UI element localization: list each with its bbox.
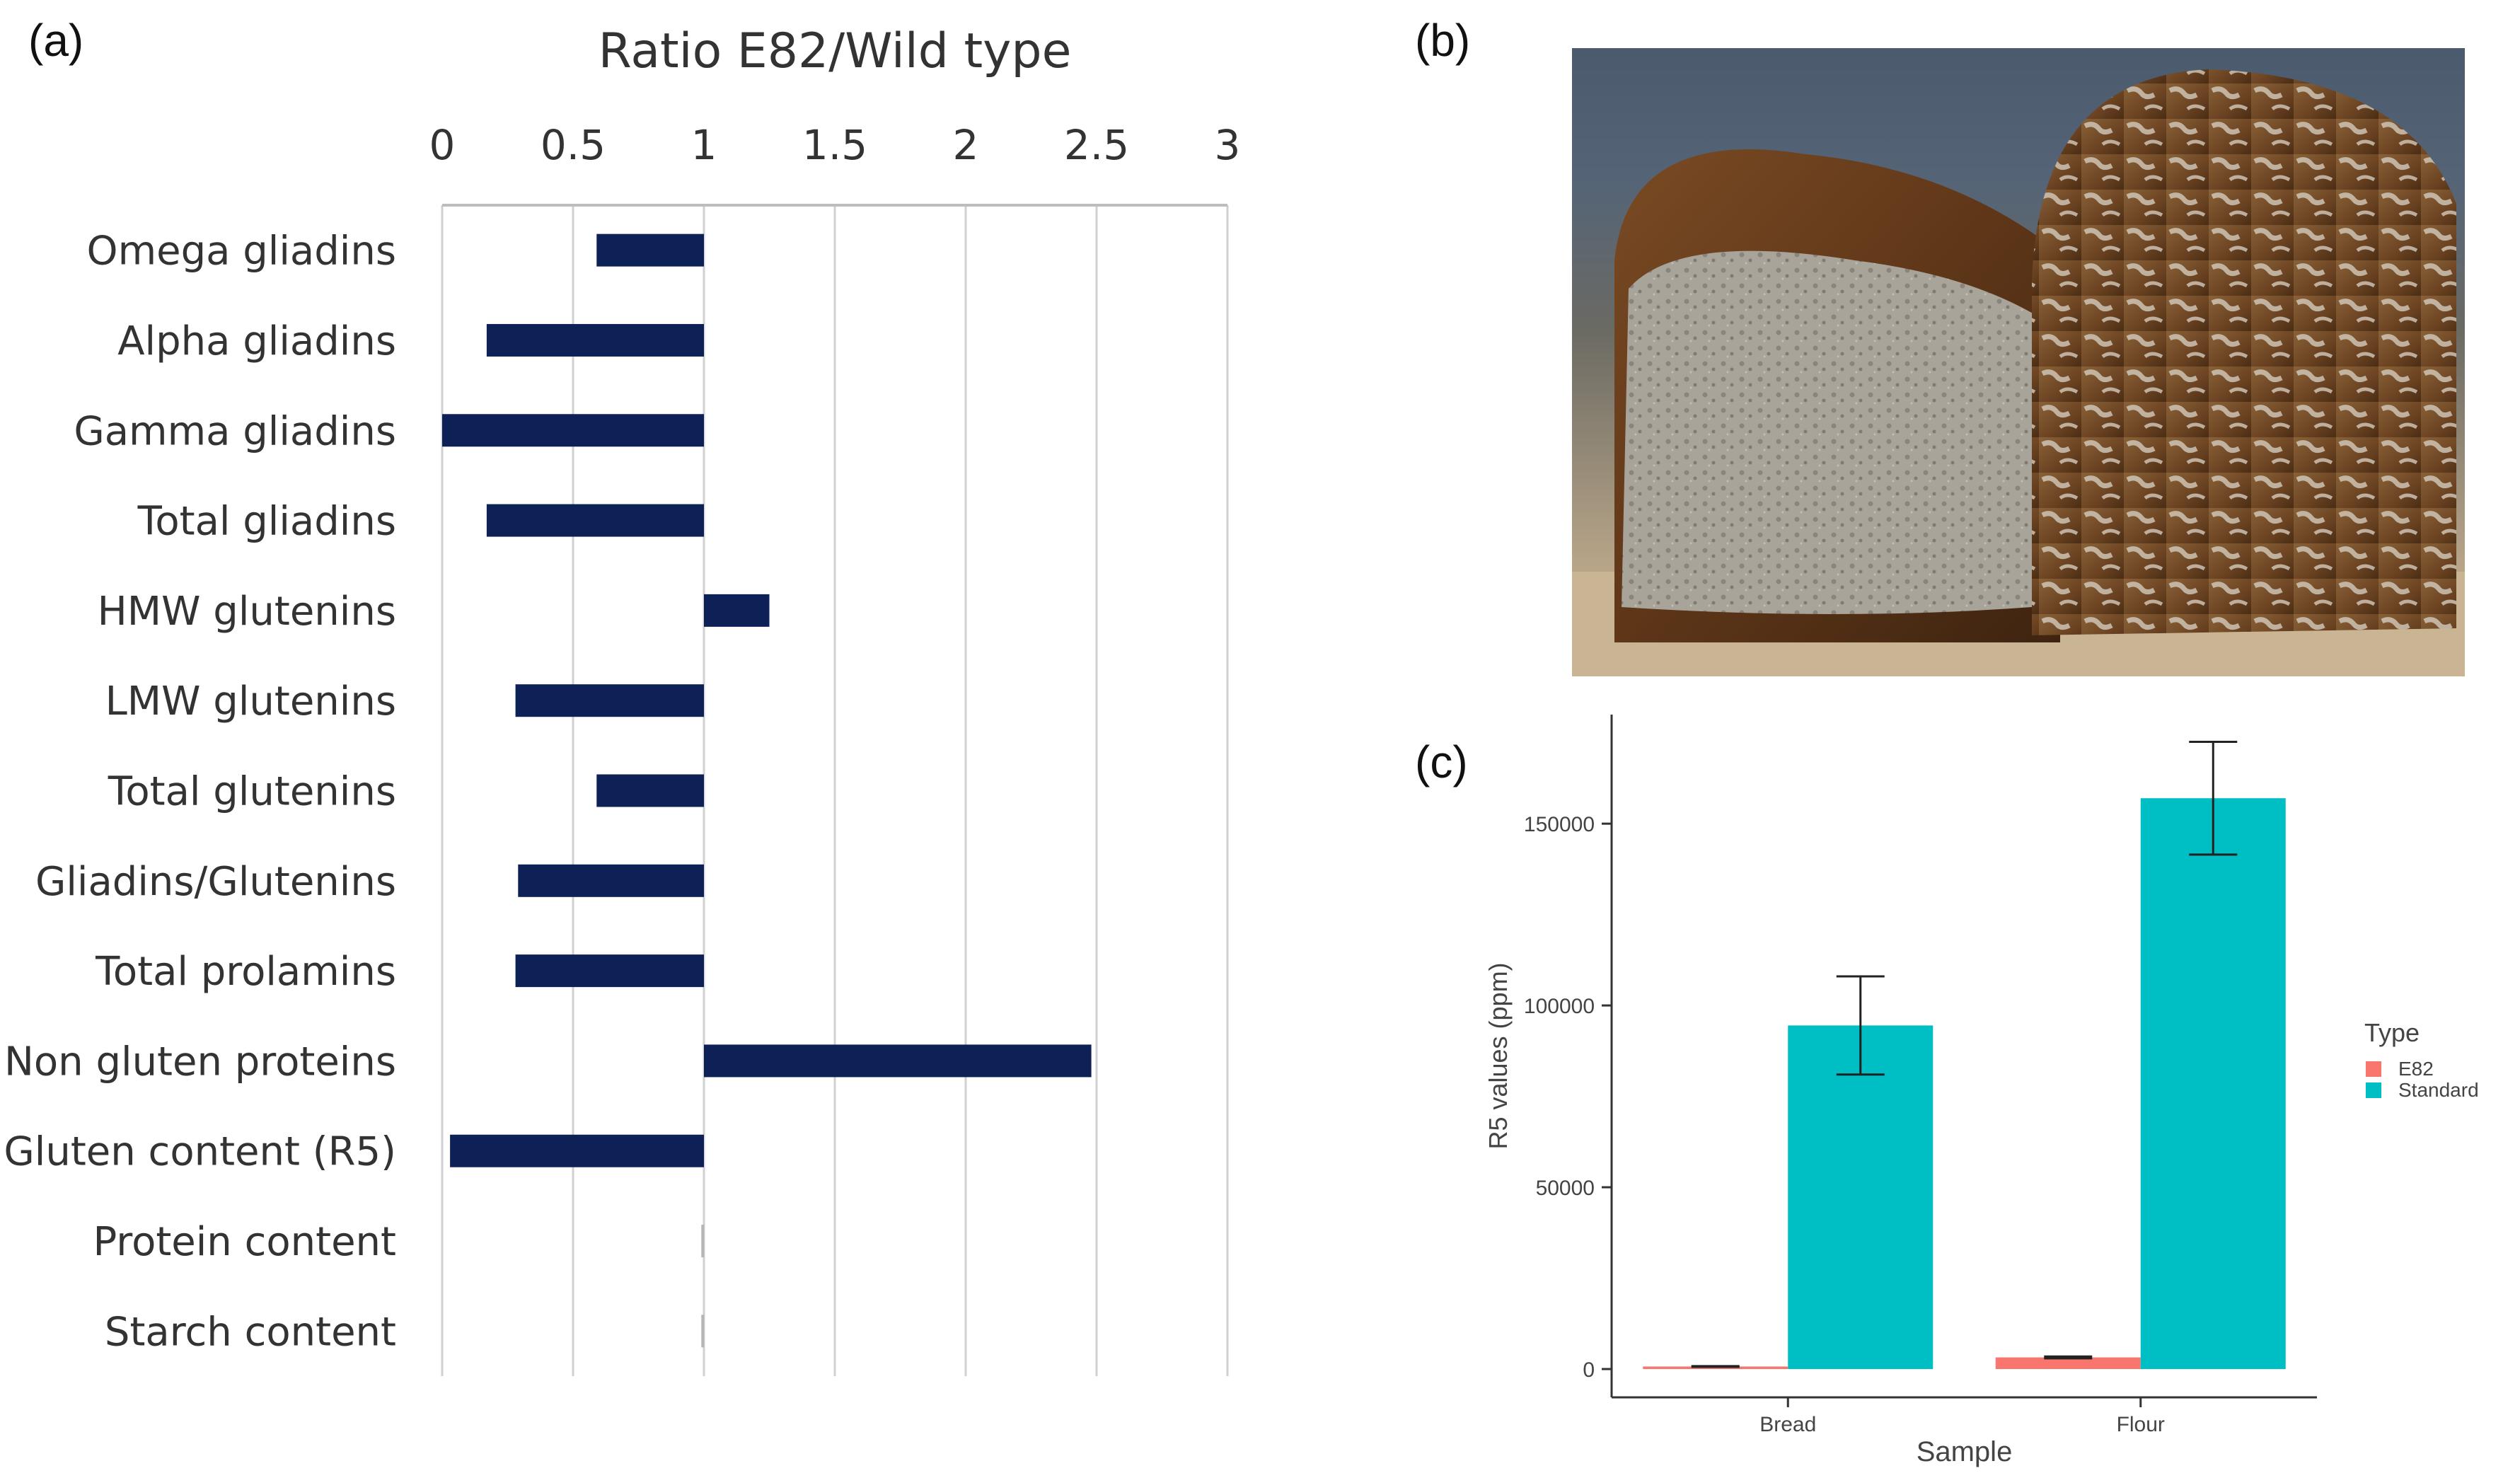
y-tick-label-c: 150000: [1524, 813, 1595, 836]
bar: [442, 414, 704, 447]
bar-standard: [2140, 798, 2286, 1369]
bread-illustration: [1572, 69, 2465, 676]
bar: [486, 504, 704, 537]
y-axis-label-c: R5 values (ppm): [1484, 962, 1513, 1149]
x-tick-label: 2.5: [1064, 121, 1129, 169]
legend-title: Type: [2364, 1018, 2420, 1047]
bar: [450, 1134, 704, 1167]
category-label: Non gluten proteins: [4, 1039, 396, 1085]
legend-label: Standard: [2398, 1079, 2479, 1101]
category-label: Gamma gliadins: [74, 408, 396, 454]
legend-swatch: [2366, 1061, 2381, 1077]
y-tick-label-c: 100000: [1524, 995, 1595, 1018]
x-axis-label-c: Sample: [1917, 1436, 2013, 1467]
bar-standard: [1788, 1025, 1934, 1369]
x-tick-label: 1: [691, 121, 717, 169]
bar: [486, 323, 704, 357]
legend-label: E82: [2398, 1058, 2434, 1080]
bar: [704, 594, 770, 627]
y-tick-label-c: 0: [1583, 1358, 1595, 1382]
bar-e82: [1995, 1357, 2141, 1369]
x-tick-label-c: Bread: [1759, 1413, 1816, 1436]
bar: [704, 1044, 1092, 1078]
bread-photo: [1572, 48, 2465, 676]
x-tick-label: 2: [953, 121, 979, 169]
category-label: Total glutenins: [108, 769, 396, 815]
bar: [515, 684, 704, 717]
bread-crumb: [1622, 250, 2039, 615]
x-tick-label: 3: [1215, 121, 1241, 169]
panel-label-a: (a): [28, 15, 84, 66]
x-tick-label: 1.5: [802, 121, 867, 169]
ratio-bar-chart: Ratio E82/Wild type 0 0.5 1 1.5 2 2.5 3 Omega gl…: [4, 23, 1241, 1376]
category-label: LMW glutenins: [105, 679, 396, 724]
bar: [701, 1315, 705, 1348]
category-label: Gluten content (R5): [4, 1129, 396, 1175]
y-tick-label-c: 50000: [1536, 1177, 1595, 1200]
bar: [596, 774, 704, 807]
whole-loaf: [2032, 69, 2456, 635]
x-tick-label: 0: [429, 121, 456, 169]
bar: [518, 864, 704, 897]
x-tick-label: 0.5: [541, 121, 606, 169]
legend-swatch: [2366, 1082, 2381, 1098]
chart-a-title: Ratio E82/Wild type: [599, 23, 1072, 79]
panel-label-b: (b): [1415, 15, 1471, 66]
category-label: Protein content: [93, 1219, 396, 1265]
category-label: Total prolamins: [95, 949, 396, 995]
category-label: HMW glutenins: [98, 589, 396, 635]
bar: [701, 1225, 705, 1258]
category-label: Omega gliadins: [87, 229, 397, 275]
category-label: Starch content: [105, 1309, 396, 1355]
x-tick-label-c: Flour: [2117, 1413, 2165, 1436]
bar: [515, 954, 704, 988]
bar-e82: [1643, 1366, 1788, 1369]
category-label: Alpha gliadins: [117, 318, 396, 364]
bar: [596, 233, 704, 267]
panel-label-c: (c): [1415, 737, 1468, 787]
category-label: Gliadins/Glutenins: [35, 859, 396, 905]
category-label: Total gliadins: [137, 499, 396, 545]
